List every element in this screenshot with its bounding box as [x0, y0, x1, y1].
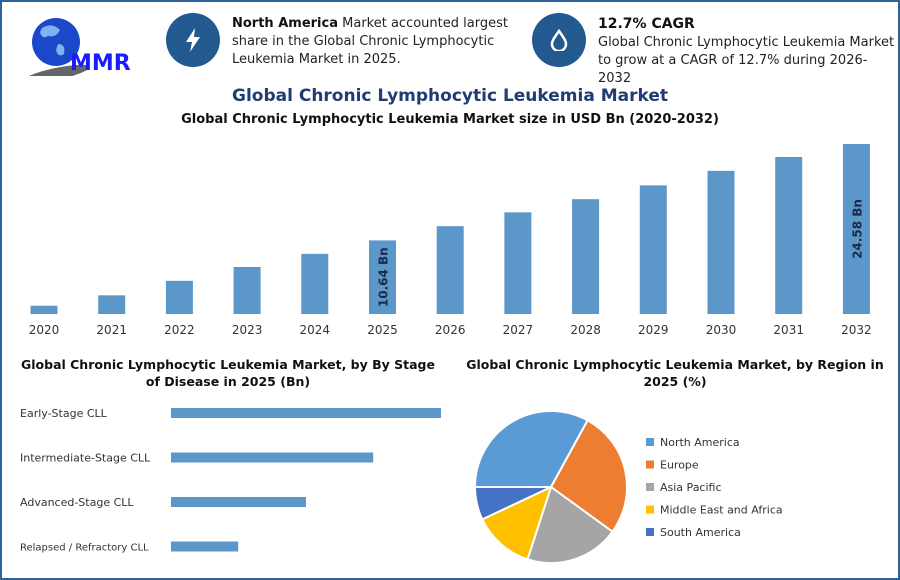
lightning-bolt-icon	[166, 13, 220, 67]
legend-swatch	[646, 460, 654, 469]
bar-2031	[775, 157, 803, 314]
bar-early-stage-cll	[171, 408, 441, 418]
x-tick-label: 2023	[232, 323, 263, 337]
svg-text:MMR: MMR	[70, 51, 131, 76]
x-tick-label: 2031	[773, 323, 804, 337]
slice-europe	[549, 419, 628, 534]
legend-swatch	[646, 528, 654, 536]
bar-advanced-stage-cll	[171, 497, 306, 507]
globe-logo-icon: MMR	[22, 18, 131, 84]
legend-swatch	[646, 505, 654, 514]
legend-swatch	[646, 438, 654, 446]
north-america-card: North America Market accounted largest s…	[166, 13, 512, 69]
card-text: Global Chronic Lymphocytic Leukemia Mark…	[598, 35, 895, 86]
x-tick-label: 2020	[29, 323, 60, 337]
x-tick-label: 2030	[706, 323, 737, 337]
category-label: Advanced-Stage CLL	[20, 496, 134, 509]
bar-2030	[707, 170, 735, 314]
bar-intermediate-stage-cll	[171, 452, 374, 463]
bar-2032	[842, 144, 870, 314]
x-tick-label: 2024	[300, 323, 331, 337]
stage-bar-chart: Early-Stage CLL Intermediate-Stage CLL Adv…	[20, 407, 441, 554]
x-tick-label: 2032	[841, 323, 872, 337]
mmr-logo: MMR	[18, 14, 138, 84]
card-highlight: North America	[232, 16, 338, 31]
legend-label: Asia Pacific	[660, 481, 722, 494]
x-tick-label: 2025	[367, 323, 398, 337]
cagr-value: 12.7% CAGR	[598, 16, 695, 32]
bar-2026	[436, 226, 464, 314]
slice-north-america	[473, 410, 589, 488]
x-tick-label: 2026	[435, 323, 466, 337]
category-label: Intermediate-Stage CLL	[20, 452, 151, 465]
bar-2028	[572, 199, 600, 314]
region-pie-chart: North America Europe Asia Pacific Middle Ea…	[473, 410, 783, 564]
slice-asia-pacific	[526, 485, 614, 564]
bar-2021	[98, 295, 126, 314]
legend-label: North America	[660, 436, 740, 449]
legend-label: Middle East and Africa	[660, 504, 783, 517]
market-size-bar-chart: 2020 2021 2022 2023 2024 2025 10.64 Bn 2026 2027…	[29, 144, 872, 337]
category-label: Relapsed / Refractory CLL	[20, 543, 149, 554]
x-tick-label: 2028	[570, 323, 601, 337]
legend-label: Europe	[660, 459, 699, 472]
x-tick-label: 2029	[638, 323, 669, 337]
x-tick-label: 2022	[164, 323, 195, 337]
region-chart-title: Global Chronic Lymphocytic Leukemia Mark…	[466, 357, 884, 389]
slice-south-america	[473, 486, 552, 521]
legend-label: South America	[660, 526, 741, 539]
bar-2024	[301, 253, 329, 314]
card-text: Market accounted largest share in the Gl…	[232, 16, 508, 67]
stage-chart-title: Global Chronic Lymphocytic Leukemia Mark…	[20, 357, 435, 389]
bar-2023	[233, 266, 261, 314]
bar-2020	[30, 305, 58, 314]
bar-2027	[504, 212, 532, 314]
data-label: 24.58 Bn	[850, 199, 864, 259]
slice-middle-east-and-africa	[480, 485, 553, 561]
cagr-card: 12.7% CAGR Global Chronic Lymphocytic Le…	[532, 13, 898, 88]
drop-icon	[532, 13, 586, 67]
data-label: 10.64 Bn	[377, 247, 391, 307]
bar-relapsed-refractory-cll	[171, 541, 239, 552]
bar-2029	[639, 185, 667, 314]
bar-chart-title: Global Chronic Lymphocytic Leukemia Mark…	[181, 112, 719, 127]
main-title: Global Chronic Lymphocytic Leukemia Mark…	[232, 86, 668, 106]
x-tick-label: 2021	[96, 323, 127, 337]
x-tick-label: 2027	[503, 323, 534, 337]
bar-2025	[369, 240, 396, 314]
category-label: Early-Stage CLL	[20, 407, 108, 420]
bar-2022	[165, 280, 193, 314]
legend-swatch	[646, 483, 654, 491]
